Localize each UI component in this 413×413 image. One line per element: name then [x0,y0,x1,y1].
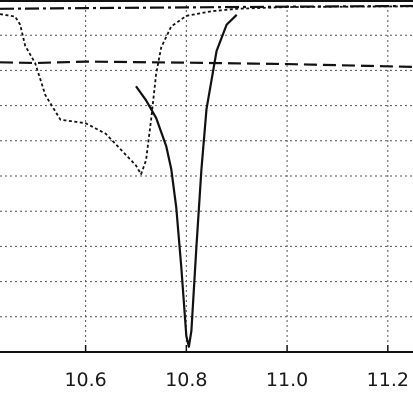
x-tick-label-2: 11.0 [266,369,308,391]
x-tick-label-3: 11.2 [367,369,409,391]
series-line-dash-dot [0,4,413,10]
x-tick-label-0: 10.6 [64,369,106,391]
axes-layer [0,0,413,353]
series-line-dashed [0,60,413,68]
series-line-solid [135,13,238,348]
series-line-dotted [0,5,413,176]
x-tick-label-1: 10.8 [165,369,207,391]
series-layer [0,4,413,348]
tick-labels: 10.6 10.8 11.0 11.2 [64,369,409,391]
